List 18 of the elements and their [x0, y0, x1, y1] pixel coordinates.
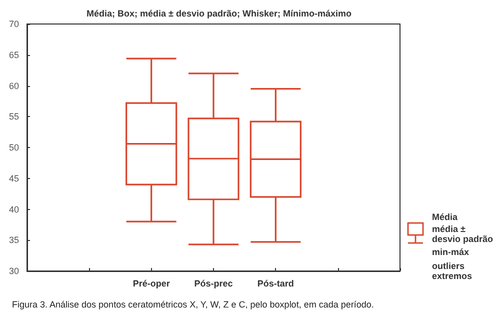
- y-tick-label: 55: [8, 112, 19, 122]
- y-tick-label: 65: [8, 50, 19, 60]
- x-tick-label: Pré-oper: [132, 278, 170, 288]
- text: outliers extremos: [432, 261, 472, 281]
- y-tick-label: 70: [8, 19, 19, 29]
- text: Figura 3. Análise dos pontos ceratométricos X, Y, W, Z e C, pelo boxplot, em cada período.: [12, 300, 374, 310]
- y-tick-label: 30: [8, 266, 19, 276]
- y-tick-label: 35: [8, 235, 19, 246]
- text: min-máx: [432, 247, 470, 257]
- text: média ± desvio padrão: [432, 224, 494, 244]
- x-tick-label: Pós-tard: [257, 278, 294, 288]
- y-tick-label: 40: [8, 204, 19, 214]
- y-tick-label: 60: [8, 80, 19, 91]
- chart-title: Média; Box; média ± desvio padrão; Whisker; Mínimo-máximo: [86, 8, 352, 18]
- y-tick-label: 50: [8, 142, 19, 152]
- text: Média: [432, 212, 458, 222]
- x-tick-label: Pós-prec: [194, 278, 233, 288]
- y-tick-label: 45: [8, 173, 19, 184]
